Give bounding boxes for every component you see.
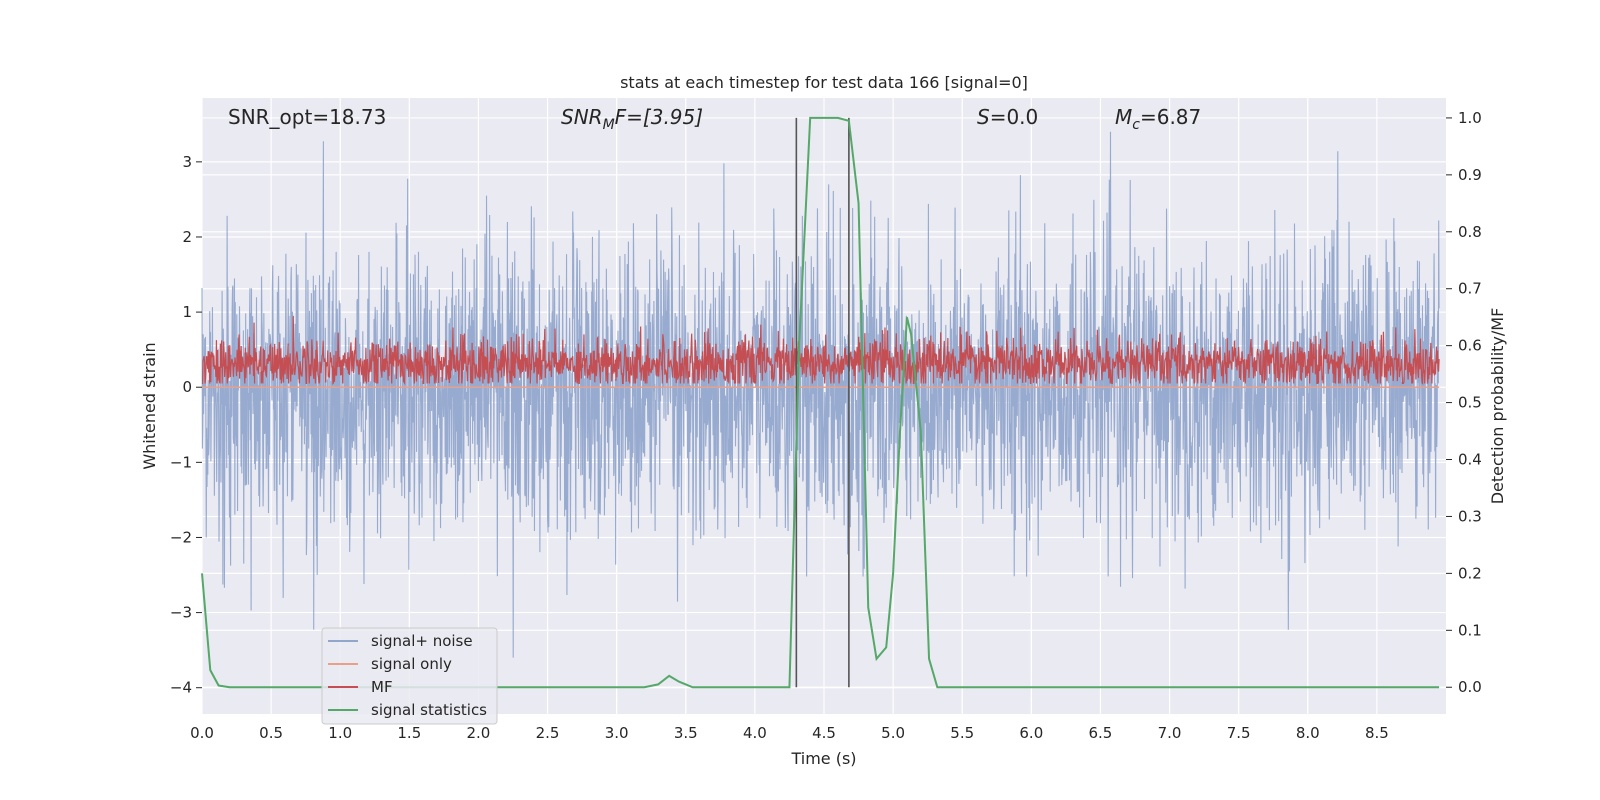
x-tick-label: 2.5 bbox=[536, 724, 560, 742]
x-ticks: 0.0 0.5 1.0 1.5 2.0 2.5 3.0 3.5 4.0 4.5 5.0 5.5 6.0 6… bbox=[190, 724, 1389, 742]
y-ticks: −4 −3 −2 −1 0 1 2 3 bbox=[170, 153, 202, 697]
legend-label-mf: MF bbox=[371, 678, 393, 696]
x-tick-label: 4.0 bbox=[743, 724, 767, 742]
y2-tick-label: 0.4 bbox=[1458, 451, 1482, 469]
x-tick-label: 5.5 bbox=[950, 724, 974, 742]
x-tick-label: 8.0 bbox=[1296, 724, 1320, 742]
y-tick-label: −1 bbox=[170, 453, 192, 471]
x-tick-label: 6.5 bbox=[1089, 724, 1113, 742]
annotation-s: S=0.0 bbox=[977, 105, 1038, 129]
legend-label-signal-only: signal only bbox=[371, 655, 452, 673]
annotation-snr-opt: SNR_opt=18.73 bbox=[228, 105, 386, 129]
x-tick-label: 5.0 bbox=[881, 724, 905, 742]
x-tick-label: 4.5 bbox=[812, 724, 836, 742]
x-tick-label: 8.5 bbox=[1365, 724, 1389, 742]
y2-tick-label: 0.2 bbox=[1458, 564, 1482, 582]
x-tick-label: 0.5 bbox=[259, 724, 283, 742]
annotation-mc: Mc=6.87 bbox=[1115, 105, 1201, 133]
x-tick-label: 1.5 bbox=[397, 724, 421, 742]
x-tick-label: 2.0 bbox=[467, 724, 491, 742]
y-tick-label: 0 bbox=[182, 378, 192, 396]
x-tick-label: 3.0 bbox=[605, 724, 629, 742]
annotation-snr-mf: SNRMF=[3.95] bbox=[561, 105, 703, 133]
chart-title: stats at each timestep for test data 166… bbox=[620, 73, 1028, 92]
x-axis-label: Time (s) bbox=[790, 749, 856, 768]
y-axis-label: Whitened strain bbox=[140, 342, 159, 469]
y2-tick-label: 0.3 bbox=[1458, 507, 1482, 525]
x-tick-label: 3.5 bbox=[674, 724, 698, 742]
y-tick-label: −3 bbox=[170, 604, 192, 622]
y2-tick-label: 0.0 bbox=[1458, 678, 1482, 696]
y2-tick-label: 0.8 bbox=[1458, 223, 1482, 241]
y-tick-label: 2 bbox=[182, 228, 192, 246]
y2-tick-label: 0.1 bbox=[1458, 621, 1482, 639]
series-mf bbox=[201, 315, 1440, 386]
y-tick-label: 1 bbox=[182, 303, 192, 321]
x-tick-label: 6.0 bbox=[1019, 724, 1043, 742]
y2-ticks: 0.0 0.1 0.2 0.3 0.4 0.5 0.6 0.7 0.8 0.9 1.0 bbox=[1446, 109, 1482, 696]
y2-tick-label: 0.9 bbox=[1458, 166, 1482, 184]
y2-tick-label: 0.6 bbox=[1458, 337, 1482, 355]
legend-box bbox=[321, 627, 498, 725]
y-tick-label: −2 bbox=[170, 528, 192, 546]
x-tick-label: 1.0 bbox=[328, 724, 352, 742]
y2-tick-label: 0.7 bbox=[1458, 280, 1482, 298]
legend: signal+ noise signal only MF signal stat… bbox=[321, 627, 498, 725]
y-tick-label: 3 bbox=[182, 153, 192, 171]
series-signal-noise bbox=[201, 131, 1440, 658]
x-tick-label: 7.5 bbox=[1227, 724, 1251, 742]
legend-label-signal-statistics: signal statistics bbox=[371, 701, 487, 719]
x-tick-label: 7.0 bbox=[1158, 724, 1182, 742]
legend-label-signal-noise: signal+ noise bbox=[371, 632, 473, 650]
y-tick-label: −4 bbox=[170, 679, 192, 697]
y2-tick-label: 0.5 bbox=[1458, 394, 1482, 412]
y2-tick-label: 1.0 bbox=[1458, 109, 1482, 127]
x-tick-label: 0.0 bbox=[190, 724, 214, 742]
y2-axis-label: Detection probability/MF bbox=[1488, 308, 1507, 505]
